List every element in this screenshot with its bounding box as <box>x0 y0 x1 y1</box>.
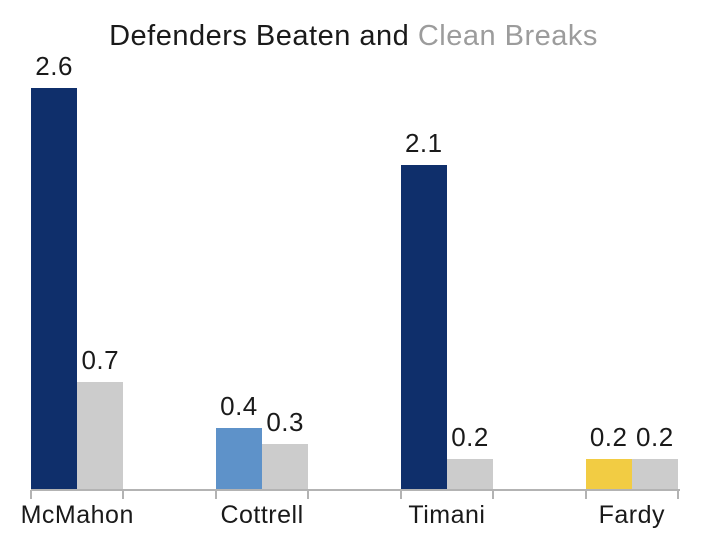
bar-defenders-beaten-mcmahon <box>31 88 78 490</box>
x-axis-tick <box>399 490 402 499</box>
category-label-fardy: Fardy <box>598 501 665 529</box>
x-axis-tick <box>122 490 125 499</box>
bar-clean-breaks-fardy <box>631 459 678 490</box>
bar-clean-breaks-cottrell <box>262 443 309 490</box>
category-label-timani: Timani <box>408 501 486 529</box>
title-defenders-beaten: Defenders Beaten and <box>109 20 418 52</box>
bar-defenders-beaten-timani <box>400 165 447 490</box>
bar-value-label: 0.4 <box>220 391 258 422</box>
bar-defenders-beaten-fardy <box>585 459 632 490</box>
category-label-cottrell: Cottrell <box>220 501 304 529</box>
bar-value-label: 0.2 <box>451 422 489 453</box>
category-label-mcmahon: McMahon <box>20 501 134 529</box>
chart-title: Defenders Beaten and Clean Breaks <box>0 20 707 53</box>
x-axis-tick <box>307 490 310 499</box>
x-axis-tick <box>214 490 217 499</box>
bar-clean-breaks-mcmahon <box>77 381 124 490</box>
bar-value-label: 0.2 <box>636 422 674 453</box>
bar-value-label: 0.7 <box>81 344 120 375</box>
bar-value-label: 2.1 <box>404 128 443 159</box>
bar-clean-breaks-timani <box>446 459 494 490</box>
x-axis-tick <box>492 490 495 499</box>
bar-defenders-beaten-cottrell <box>215 428 263 490</box>
x-axis-line <box>31 489 680 491</box>
x-axis-tick <box>677 490 679 499</box>
bar-value-label: 0.3 <box>266 406 304 437</box>
x-axis-tick <box>30 490 32 499</box>
bar-value-label: 2.6 <box>35 51 73 82</box>
x-axis-tick <box>584 490 587 499</box>
bar-value-label: 0.2 <box>589 422 628 453</box>
title-clean-breaks: Clean Breaks <box>417 20 598 52</box>
